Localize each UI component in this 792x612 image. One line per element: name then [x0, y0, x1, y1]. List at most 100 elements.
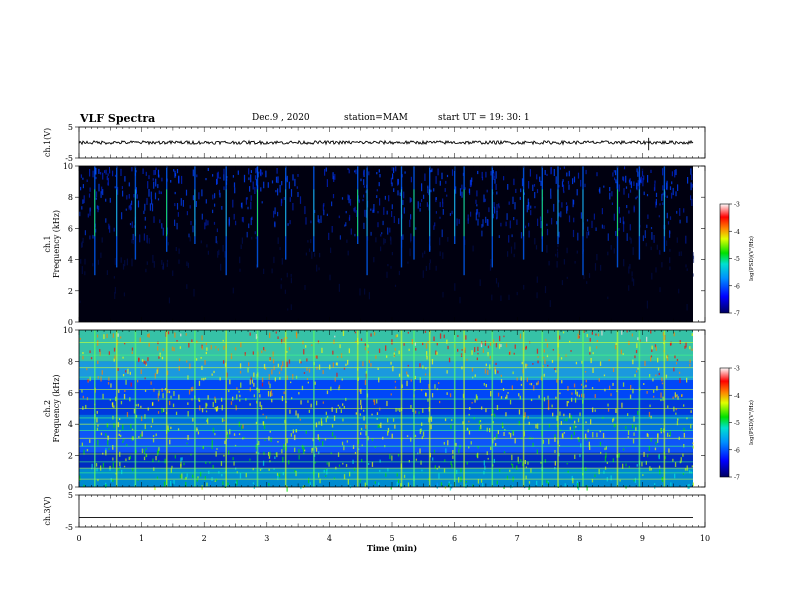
ch1-noise-speck [633, 278, 635, 286]
ch2-noise-speck [506, 394, 508, 399]
ch1-noise-speck [102, 189, 104, 196]
ch1-noise-speck [485, 171, 487, 178]
ch2-noise-speck [547, 399, 550, 405]
ch1-noise-speck [100, 191, 102, 198]
ch2-noise-speck [170, 426, 172, 430]
ch2-noise-speck [633, 479, 635, 482]
ch2-noise-speck [82, 352, 84, 355]
ch1-noise-speck [391, 211, 393, 217]
ch2-noise-speck [376, 418, 378, 420]
ch1-noise-speck [388, 195, 390, 202]
ch2-noise-speck [583, 393, 585, 399]
ch1-noise-speck [572, 178, 574, 185]
ch1-noise-speck [373, 257, 375, 263]
ch1-noise-speck [534, 192, 536, 199]
ch2-noise-speck [449, 393, 452, 398]
ch2-noise-speck [307, 400, 309, 403]
ch1-noise-speck [666, 182, 668, 190]
ch2-noise-speck [123, 394, 126, 400]
ch2-noise-speck [125, 370, 127, 373]
ch2-noise-speck [106, 333, 108, 339]
ch2-noise-speck [436, 343, 438, 346]
ch2-noise-speck [81, 389, 83, 393]
ch2-noise-speck [203, 377, 205, 381]
ch1-noise-speck [186, 284, 188, 289]
ch1-noise-speck [243, 174, 246, 183]
ch1-noise-speck [633, 205, 635, 213]
ch1-noise-speck [122, 190, 124, 197]
ch2-noise-speck [300, 486, 302, 490]
ch2-noise-speck [223, 419, 225, 422]
ch2-noise-speck [563, 413, 565, 417]
ch2-noise-speck [424, 330, 427, 333]
ch2-noise-speck [297, 413, 299, 419]
ch2-noise-speck [152, 458, 154, 463]
ch2-noise-speck [536, 480, 538, 486]
ch2-noise-speck [613, 417, 615, 421]
x-tick-label: 4 [327, 534, 332, 543]
ch2-noise-speck [144, 423, 146, 430]
ch2-noise-speck [620, 349, 622, 355]
ch2-noise-speck [170, 468, 172, 473]
ch2-noise-speck [505, 396, 507, 400]
ch1-noise-speck [363, 222, 365, 229]
ch1-waveform-ytick-label: -5 [65, 154, 73, 163]
ch1-noise-speck [623, 166, 626, 170]
ch1-noise-speck [286, 272, 288, 278]
ch2-noise-speck [436, 351, 438, 355]
ch2-noise-speck [236, 394, 238, 400]
ch1-noise-speck [223, 174, 225, 181]
ch2-noise-speck [347, 359, 349, 365]
ch2-noise-speck [330, 452, 332, 454]
ch2-noise-speck [503, 487, 505, 489]
ch1-noise-speck [257, 171, 259, 178]
ch2-noise-speck [374, 446, 376, 448]
ch1-noise-speck [205, 199, 207, 204]
ch2-noise-speck [274, 456, 276, 459]
ch2-noise-speck [126, 443, 128, 446]
ch1-noise-speck [292, 203, 294, 211]
ch1-noise-speck [514, 202, 516, 210]
ch1-noise-speck [181, 175, 183, 184]
ch2-noise-speck [249, 403, 251, 406]
ch2-noise-speck [269, 332, 271, 338]
ch2-noise-speck [97, 479, 99, 482]
ch1-noise-speck [132, 233, 134, 240]
ch2-noise-speck [649, 374, 651, 378]
ch1-noise-speck [167, 242, 169, 246]
ch2-noise-speck [222, 481, 224, 485]
ch2-noise-speck [688, 483, 690, 489]
ch2-noise-speck [443, 442, 445, 445]
ch2-noise-speck [511, 463, 513, 466]
ch1-noise-speck [280, 198, 282, 207]
ch1-noise-speck [661, 262, 663, 268]
ch1-impulse-core-17 [523, 189, 524, 237]
ch1-noise-speck [430, 170, 432, 173]
ch2-noise-speck [552, 349, 554, 351]
ch1-noise-speck [508, 235, 510, 243]
ch2-noise-speck [396, 473, 398, 477]
ch2-noise-speck [641, 461, 643, 467]
ch1-noise-speck [560, 211, 562, 218]
ch1-noise-speck [318, 219, 320, 224]
ch2-noise-speck [380, 422, 382, 428]
ch1-noise-speck [314, 252, 316, 257]
ch2-noise-speck [646, 336, 648, 342]
ch2-noise-speck [573, 424, 575, 430]
ch2-noise-speck [649, 404, 651, 408]
ch1-noise-speck [101, 186, 103, 194]
ch1-noise-speck [441, 172, 443, 180]
ch2-noise-speck [339, 406, 341, 409]
ch2-noise-speck [338, 384, 341, 388]
ch1-noise-speck [160, 191, 162, 195]
ch2-noise-speck [567, 470, 569, 473]
ch1-noise-speck [304, 206, 306, 215]
ch2-noise-speck [653, 395, 655, 398]
ch1-noise-speck [131, 221, 133, 228]
ch1-noise-speck [534, 206, 536, 209]
ch1-noise-speck [692, 255, 695, 263]
ch1-noise-speck [636, 168, 638, 173]
ch2-noise-speck [176, 340, 178, 342]
ch2-noise-speck [484, 465, 486, 470]
ch2-noise-speck [144, 389, 147, 392]
